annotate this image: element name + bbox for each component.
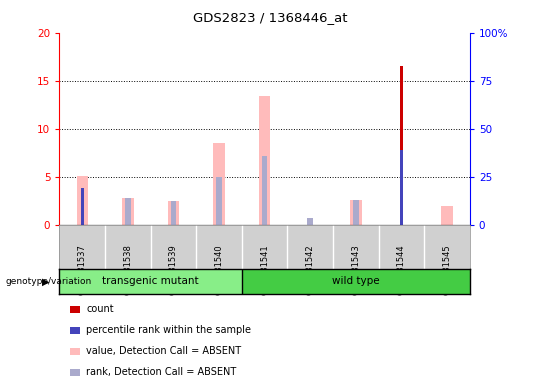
Bar	[77, 176, 88, 225]
Text: percentile rank within the sample: percentile rank within the sample	[86, 325, 252, 335]
Text: GSM181541: GSM181541	[260, 245, 269, 295]
Text: GSM181540: GSM181540	[214, 245, 224, 295]
Bar	[81, 188, 84, 225]
Text: genotype/variation: genotype/variation	[5, 277, 92, 286]
Bar	[216, 177, 222, 225]
Text: GDS2823 / 1368446_at: GDS2823 / 1368446_at	[193, 12, 347, 25]
Bar	[353, 200, 359, 225]
Bar	[400, 66, 403, 225]
Bar	[350, 200, 361, 225]
Bar	[213, 143, 225, 225]
Text: GSM181538: GSM181538	[123, 245, 132, 295]
Text: GSM181537: GSM181537	[78, 245, 87, 295]
Text: count: count	[86, 304, 114, 314]
Bar	[307, 218, 313, 225]
Text: GSM181542: GSM181542	[306, 245, 315, 295]
Bar	[400, 150, 403, 225]
Text: rank, Detection Call = ABSENT: rank, Detection Call = ABSENT	[86, 367, 237, 377]
Text: GSM181545: GSM181545	[442, 245, 451, 295]
Text: value, Detection Call = ABSENT: value, Detection Call = ABSENT	[86, 346, 241, 356]
Text: ▶: ▶	[42, 276, 50, 286]
Bar	[441, 207, 453, 225]
Text: GSM181544: GSM181544	[397, 245, 406, 295]
Bar	[242, 269, 470, 294]
Bar	[168, 201, 179, 225]
Bar	[59, 269, 242, 294]
Text: transgenic mutant: transgenic mutant	[102, 276, 199, 286]
Bar	[259, 96, 271, 225]
Bar	[262, 157, 267, 225]
Bar	[125, 198, 131, 225]
Text: GSM181539: GSM181539	[169, 245, 178, 295]
Text: wild type: wild type	[332, 276, 380, 286]
Bar	[122, 198, 133, 225]
Text: GSM181543: GSM181543	[352, 245, 360, 295]
Bar	[171, 201, 176, 225]
